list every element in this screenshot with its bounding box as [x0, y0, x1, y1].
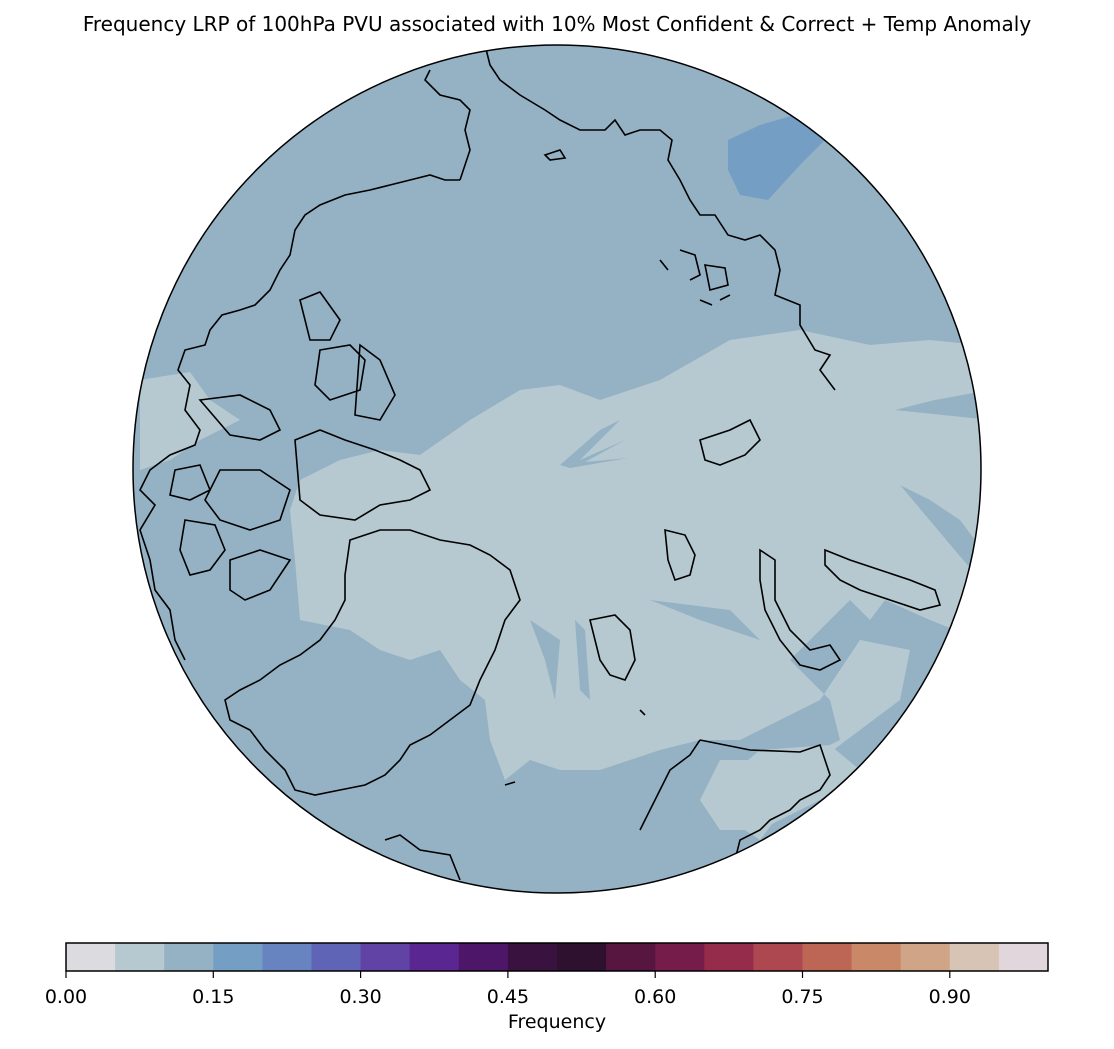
high-frequency-patch: [728, 115, 825, 200]
colorbar-tick-label: 0.60: [634, 986, 676, 1008]
colorbar-swatch: [66, 943, 116, 971]
colorbar-swatch: [655, 943, 705, 971]
colorbar-swatch: [900, 943, 951, 971]
colorbar-tick-label: 0.75: [781, 986, 823, 1008]
colorbar-tick-label: 0.45: [487, 986, 529, 1008]
colorbar-swatch: [507, 943, 558, 971]
colorbar-tick-label: 0.00: [45, 986, 87, 1008]
colorbar-frame: [65, 942, 1049, 972]
coastlines: [139, 45, 942, 881]
frequency-streak-south-2: [575, 620, 590, 700]
colorbar-swatch: [802, 943, 853, 971]
colorbar-swatch: [606, 943, 656, 971]
colorbar-tick-label: 0.30: [339, 986, 381, 1008]
colorbar-swatch: [409, 943, 460, 971]
low-frequency-region: [290, 330, 981, 840]
polar-map: [132, 44, 982, 894]
chart-title: Frequency LRP of 100hPa PVU associated w…: [82, 12, 1032, 36]
colorbar-swatch: [998, 943, 1049, 971]
colorbar-swatch: [949, 943, 1000, 971]
colorbar-tick-label: 0.90: [929, 986, 971, 1008]
colorbar-swatch: [704, 943, 754, 971]
colorbar-swatch: [262, 943, 312, 971]
low-frequency-region-west: [140, 372, 240, 470]
colorbar-swatch: [164, 943, 214, 971]
map-boundary-circle: [132, 44, 982, 894]
colorbar-label: Frequency: [507, 1011, 607, 1033]
colorbar-tick-label: 0.15: [192, 986, 234, 1008]
colorbar-swatch: [213, 943, 263, 971]
frequency-streaks: [560, 420, 628, 468]
colorbar-swatch: [360, 943, 411, 971]
colorbar-swatch: [557, 943, 607, 971]
frequency-streak-east: [650, 600, 760, 640]
colorbar-swatch: [458, 943, 509, 971]
low-frequency-patch-southeast: [700, 745, 860, 830]
frequency-streak-south: [530, 620, 560, 700]
colorbar-swatch: [753, 943, 803, 971]
colorbar-swatch: [851, 943, 902, 971]
colorbar-swatch: [311, 943, 362, 971]
colorbar-swatch: [115, 943, 165, 971]
